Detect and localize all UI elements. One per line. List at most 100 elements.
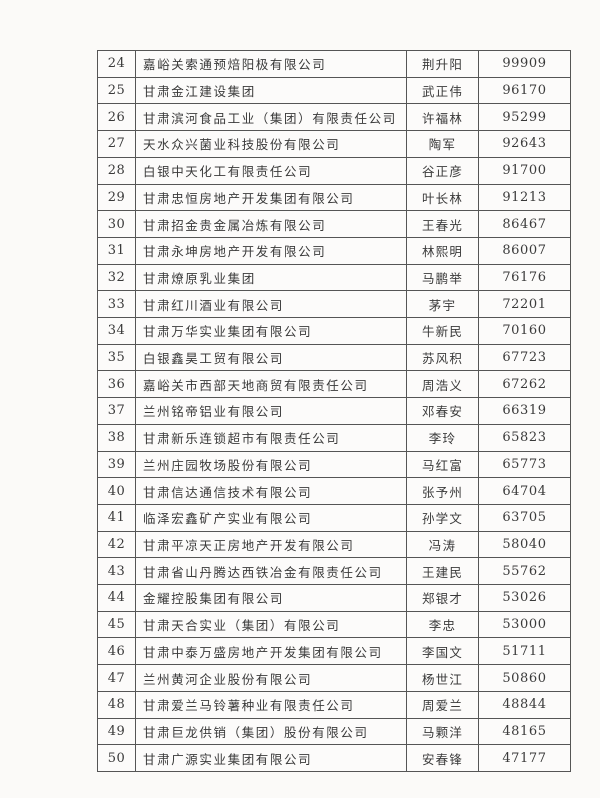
value-cell: 63705: [502, 510, 547, 526]
rank-cell: 34: [98, 318, 136, 344]
rank-cell: 47: [98, 665, 136, 691]
value-cell: 67723: [502, 350, 547, 366]
company-name-cell: 甘肃万华实业集团有限公司: [136, 318, 407, 344]
table-row: 38 甘肃新乐连锁超市有限责任公司 李玲 65823: [98, 424, 570, 452]
rank-cell: 40: [98, 478, 136, 504]
rank-cell: 26: [98, 104, 136, 131]
person-name-cell: 马颗洋: [407, 718, 479, 745]
company-name-cell: 兰州铭帝铝业有限公司: [136, 398, 407, 424]
table-row: 36 嘉峪关市西部天地商贸有限责任公司 周浩义 67262: [98, 371, 570, 399]
person-name-cell: 茅宇: [407, 291, 479, 318]
rank-cell: 25: [98, 77, 136, 104]
value-cell: 48844: [502, 697, 547, 713]
value-cell: 92643: [502, 136, 547, 152]
company-name-cell: 临泽宏鑫矿产实业有限公司: [136, 504, 407, 531]
person-name-cell: 王建民: [407, 558, 479, 585]
rank-cell: 35: [98, 344, 136, 371]
value-cell: 55762: [502, 563, 547, 579]
person-name-cell: 周浩义: [407, 371, 479, 398]
person-name-cell: 许福林: [407, 104, 479, 131]
company-name-cell: 甘肃燎原乳业集团: [136, 264, 407, 291]
value-cell: 58040: [502, 537, 547, 552]
person-name-cell: 周爱兰: [407, 691, 479, 718]
company-ranking-table: 24 嘉峪关索通预焙阳极有限公司 荆升阳 99909 25 甘肃金江建设集团 武正伟 9617…: [97, 50, 571, 772]
rank-cell: 49: [98, 718, 136, 745]
rank-cell: 44: [98, 585, 136, 611]
table-row: 45 甘肃天合实业（集团）有限公司 李忠 53000: [98, 611, 570, 639]
value-cell: 91213: [502, 189, 547, 205]
rank-cell: 29: [98, 184, 136, 211]
rank-cell: 38: [98, 424, 136, 451]
person-name-cell: 马红富: [407, 451, 479, 478]
person-name-cell: 邓春安: [407, 398, 479, 424]
rank-cell: 24: [98, 51, 136, 77]
company-name-cell: 甘肃省山丹腾达西铁冶金有限责任公司: [136, 558, 407, 585]
table-row: 41 临泽宏鑫矿产实业有限公司 孙学文 63705: [98, 504, 570, 532]
rank-cell: 28: [98, 157, 136, 184]
person-name-cell: 谷正彦: [407, 157, 479, 184]
table-row: 26 甘肃滨河食品工业（集团）有限责任公司 许福林 95299: [98, 104, 570, 132]
company-name-cell: 嘉峪关市西部天地商贸有限责任公司: [136, 371, 407, 398]
table-row: 47 兰州黄河企业股份有限公司 杨世江 50860: [98, 665, 570, 692]
table-row: 27 天水众兴菌业科技股份有限公司 陶军 92643: [98, 131, 570, 158]
company-name-cell: 甘肃忠恒房地产开发集团有限公司: [136, 184, 407, 211]
company-name-cell: 甘肃红川酒业有限公司: [136, 291, 407, 318]
table-row: 37 兰州铭帝铝业有限公司 邓春安 66319: [98, 398, 570, 425]
rank-cell: 46: [98, 638, 136, 665]
company-name-cell: 甘肃平凉天正房地产开发有限公司: [136, 531, 407, 558]
company-name-cell: 甘肃信达通信技术有限公司: [136, 478, 407, 504]
company-name-cell: 嘉峪关索通预焙阳极有限公司: [136, 51, 407, 77]
rank-cell: 41: [98, 504, 136, 531]
table-row: 31 甘肃永坤房地产开发有限公司 林熙明 86007: [98, 237, 570, 265]
person-name-cell: 李忠: [407, 611, 479, 638]
company-name-cell: 甘肃中泰万盛房地产开发集团有限公司: [136, 638, 407, 665]
person-name-cell: 林熙明: [407, 237, 479, 264]
value-cell: 64704: [502, 483, 547, 499]
rank-cell: 50: [98, 745, 136, 771]
table-row: 29 甘肃忠恒房地产开发集团有限公司 叶长林 91213: [98, 184, 570, 212]
table-row: 39 兰州庄园牧场股份有限公司 马红富 65773: [98, 451, 570, 479]
value-cell: 47177: [502, 750, 547, 766]
person-name-cell: 苏风积: [407, 344, 479, 371]
person-name-cell: 安春锋: [407, 745, 479, 771]
value-cell: 50860: [502, 670, 547, 686]
value-cell: 91700: [502, 163, 547, 179]
person-name-cell: 冯涛: [407, 531, 479, 558]
company-name-cell: 天水众兴菌业科技股份有限公司: [136, 131, 407, 157]
company-name-cell: 兰州庄园牧场股份有限公司: [136, 451, 407, 478]
value-cell: 70160: [502, 323, 547, 339]
value-cell: 66319: [502, 403, 547, 419]
company-name-cell: 甘肃滨河食品工业（集团）有限责任公司: [136, 104, 407, 131]
value-cell: 53000: [502, 617, 547, 633]
table-row: 49 甘肃巨龙供销（集团）股份有限公司 马颗洋 48165: [98, 718, 570, 746]
person-name-cell: 荆升阳: [407, 51, 479, 77]
company-name-cell: 甘肃永坤房地产开发有限公司: [136, 237, 407, 264]
table-row: 40 甘肃信达通信技术有限公司 张予州 64704: [98, 478, 570, 505]
person-name-cell: 郑银才: [407, 585, 479, 611]
person-name-cell: 叶长林: [407, 184, 479, 211]
table-row: 42 甘肃平凉天正房地产开发有限公司 冯涛 58040: [98, 531, 570, 559]
company-name-cell: 甘肃招金贵金属冶炼有限公司: [136, 211, 407, 237]
company-name-cell: 甘肃广源实业集团有限公司: [136, 745, 407, 771]
person-name-cell: 牛新民: [407, 318, 479, 344]
table-row: 33 甘肃红川酒业有限公司 茅宇 72201: [98, 291, 570, 319]
rank-cell: 45: [98, 611, 136, 638]
company-name-cell: 甘肃爱兰马铃薯种业有限责任公司: [136, 691, 407, 718]
value-cell: 86467: [502, 216, 547, 232]
table-row: 43 甘肃省山丹腾达西铁冶金有限责任公司 王建民 55762: [98, 558, 570, 586]
rank-cell: 30: [98, 211, 136, 237]
person-name-cell: 孙学文: [407, 504, 479, 531]
company-name-cell: 白银鑫昊工贸有限公司: [136, 344, 407, 371]
company-name-cell: 甘肃巨龙供销（集团）股份有限公司: [136, 718, 407, 745]
rank-cell: 37: [98, 398, 136, 424]
company-name-cell: 甘肃天合实业（集团）有限公司: [136, 611, 407, 638]
table-row: 48 甘肃爱兰马铃薯种业有限责任公司 周爱兰 48844: [98, 691, 570, 719]
person-name-cell: 王春光: [407, 211, 479, 237]
value-cell: 67262: [502, 376, 547, 392]
value-cell: 86007: [502, 243, 547, 259]
rank-cell: 39: [98, 451, 136, 478]
rank-cell: 27: [98, 131, 136, 157]
table-row: 35 白银鑫昊工贸有限公司 苏风积 67723: [98, 344, 570, 372]
person-name-cell: 张予州: [407, 478, 479, 504]
